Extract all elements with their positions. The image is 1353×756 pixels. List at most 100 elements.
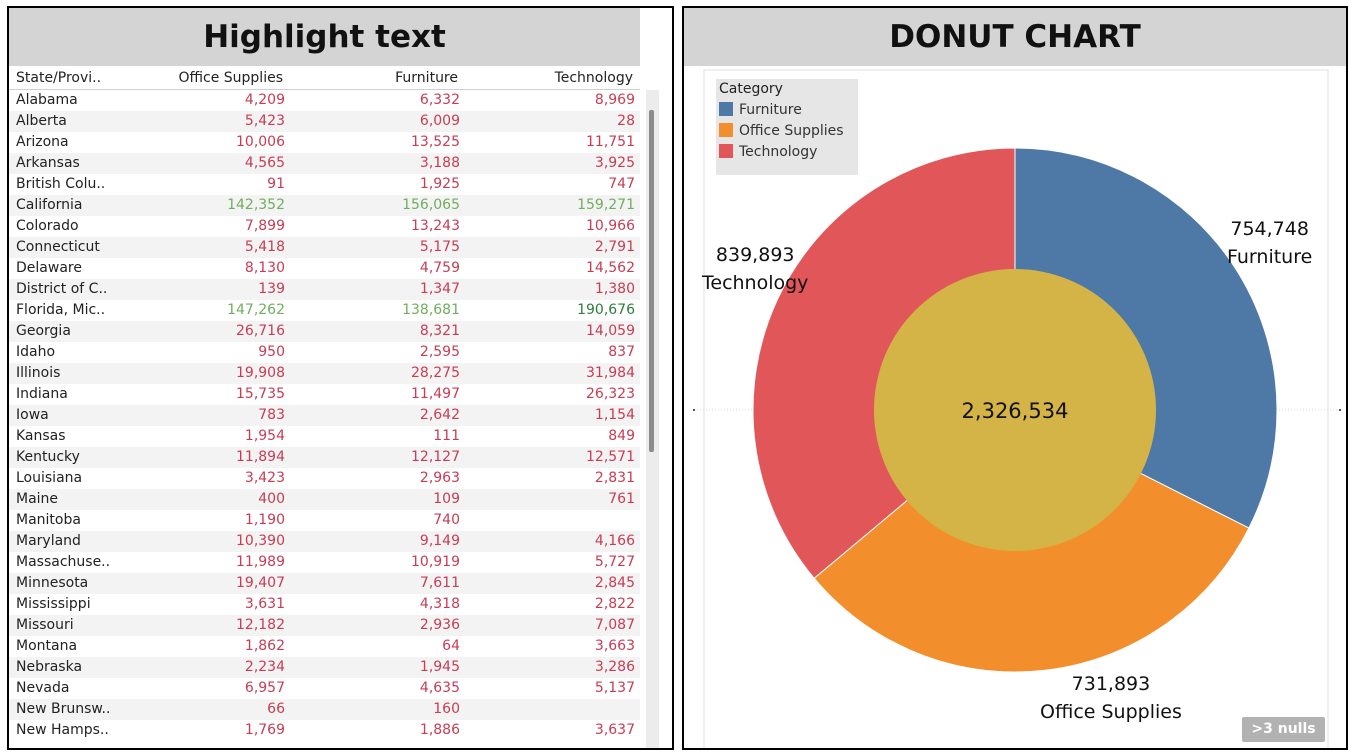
column-header-office-supplies[interactable]: Office Supplies <box>178 70 283 86</box>
table-row[interactable]: Alabama 4,209 6,332 8,969 <box>9 90 640 111</box>
furniture-cell: 1,886 <box>419 722 460 738</box>
legend-item-office-supplies[interactable]: Office Supplies <box>719 123 844 143</box>
table-row[interactable]: Nevada 6,957 4,635 5,137 <box>9 678 640 699</box>
technology-cell: 190,676 <box>577 302 635 318</box>
slice-value-technology: 839,893 <box>715 244 795 266</box>
office-supplies-cell: 26,716 <box>236 323 285 339</box>
office-supplies-cell: 1,769 <box>244 722 285 738</box>
table-row[interactable]: Massachuse.. 11,989 10,919 5,727 <box>9 552 640 573</box>
table-row[interactable]: Arizona 10,006 13,525 11,751 <box>9 132 640 153</box>
table-row[interactable]: Maine 400 109 761 <box>9 489 640 510</box>
table-row[interactable]: Illinois 19,908 28,275 31,984 <box>9 363 640 384</box>
state-cell: British Colu.. <box>16 176 106 192</box>
state-cell: Maryland <box>16 533 81 549</box>
slice-label-furniture: 754,748 Furniture <box>1227 215 1312 271</box>
office-supplies-cell: 1,862 <box>244 638 285 654</box>
legend-swatch <box>719 123 733 137</box>
column-header-furniture[interactable]: Furniture <box>395 70 458 86</box>
table-row[interactable]: Georgia 26,716 8,321 14,059 <box>9 321 640 342</box>
table-row[interactable]: Nebraska 2,234 1,945 3,286 <box>9 657 640 678</box>
donut-chart-panel: DONUT CHART 2,326,534 Category Furniture… <box>682 6 1348 750</box>
column-header-state[interactable]: State/Provi.. <box>16 70 102 86</box>
slice-category-office-supplies: Office Supplies <box>1040 701 1182 723</box>
office-supplies-cell: 10,006 <box>236 134 285 150</box>
table-scrollbar[interactable] <box>646 90 659 748</box>
table-row[interactable]: District of C.. 139 1,347 1,380 <box>9 279 640 300</box>
table-row[interactable]: Connecticut 5,418 5,175 2,791 <box>9 237 640 258</box>
legend: Category Furniture Office Supplies Technol… <box>716 79 858 175</box>
state-cell: Maine <box>16 491 59 507</box>
technology-cell: 10,966 <box>586 218 635 234</box>
office-supplies-cell: 400 <box>258 491 285 507</box>
table-row[interactable]: Louisiana 3,423 2,963 2,831 <box>9 468 640 489</box>
table-row[interactable]: Montana 1,862 64 3,663 <box>9 636 640 657</box>
furniture-cell: 2,642 <box>419 407 460 423</box>
legend-item-technology[interactable]: Technology <box>719 144 817 164</box>
table-row[interactable]: Missouri 12,182 2,936 7,087 <box>9 615 640 636</box>
technology-cell: 3,663 <box>594 638 635 654</box>
table-row[interactable]: Minnesota 19,407 7,611 2,845 <box>9 573 640 594</box>
legend-label: Office Supplies <box>739 123 844 139</box>
furniture-cell: 1,945 <box>419 659 460 675</box>
table-row[interactable]: Alberta 5,423 6,009 28 <box>9 111 640 132</box>
table-row[interactable]: Manitoba 1,190 740 <box>9 510 640 531</box>
state-cell: Alberta <box>16 113 67 129</box>
technology-cell: 2,845 <box>594 575 635 591</box>
state-cell: Minnesota <box>16 575 89 591</box>
table-row[interactable]: California 142,352 156,065 159,271 <box>9 195 640 216</box>
state-cell: Kansas <box>16 428 66 444</box>
table-row[interactable]: Maryland 10,390 9,149 4,166 <box>9 531 640 552</box>
technology-cell: 2,791 <box>594 239 635 255</box>
furniture-cell: 1,925 <box>419 176 460 192</box>
table-row[interactable]: British Colu.. 91 1,925 747 <box>9 174 640 195</box>
technology-cell: 12,571 <box>586 449 635 465</box>
technology-cell: 849 <box>608 428 635 444</box>
technology-cell: 2,822 <box>594 596 635 612</box>
table-row[interactable]: Kentucky 11,894 12,127 12,571 <box>9 447 640 468</box>
office-supplies-cell: 66 <box>267 701 285 717</box>
office-supplies-cell: 3,423 <box>244 470 285 486</box>
office-supplies-cell: 5,418 <box>244 239 285 255</box>
state-cell: New Hamps.. <box>16 722 109 738</box>
office-supplies-cell: 147,262 <box>227 302 285 318</box>
office-supplies-cell: 12,182 <box>236 617 285 633</box>
state-cell: California <box>16 197 83 213</box>
state-cell: New Brunsw.. <box>16 701 111 717</box>
table-row[interactable]: Kansas 1,954 111 849 <box>9 426 640 447</box>
state-cell: Idaho <box>16 344 56 360</box>
legend-item-furniture[interactable]: Furniture <box>719 102 802 122</box>
furniture-cell: 6,332 <box>419 92 460 108</box>
state-cell: Mississippi <box>16 596 91 612</box>
axis-tick <box>1339 409 1341 411</box>
table-row[interactable]: New Hamps.. 1,769 1,886 3,637 <box>9 720 640 741</box>
furniture-cell: 160 <box>433 701 460 717</box>
table-row[interactable]: Mississippi 3,631 4,318 2,822 <box>9 594 640 615</box>
legend-label: Furniture <box>739 102 802 118</box>
table-row[interactable]: Arkansas 4,565 3,188 3,925 <box>9 153 640 174</box>
scrollbar-thumb[interactable] <box>649 110 654 452</box>
nulls-indicator[interactable]: >3 nulls <box>1242 717 1325 742</box>
furniture-cell: 28,275 <box>411 365 460 381</box>
donut-chart: 2,326,534 <box>693 69 1341 748</box>
state-cell: Connecticut <box>16 239 100 255</box>
slice-value-office-supplies: 731,893 <box>1071 673 1151 695</box>
furniture-cell: 111 <box>433 428 460 444</box>
donut-center-circle[interactable] <box>874 269 1156 551</box>
table-row[interactable]: Idaho 950 2,595 837 <box>9 342 640 363</box>
table-body: Alabama 4,209 6,332 8,969 Alberta 5,423 6,009 2… <box>9 90 640 748</box>
table-row[interactable]: Indiana 15,735 11,497 26,323 <box>9 384 640 405</box>
table-row[interactable]: Colorado 7,899 13,243 10,966 <box>9 216 640 237</box>
slice-category-technology: Technology <box>702 272 809 294</box>
table-row[interactable]: New Brunsw.. 66 160 <box>9 699 640 720</box>
furniture-cell: 11,497 <box>411 386 460 402</box>
state-cell: Montana <box>16 638 78 654</box>
technology-cell: 5,727 <box>594 554 635 570</box>
column-header-technology[interactable]: Technology <box>554 70 633 86</box>
state-cell: Louisiana <box>16 470 83 486</box>
table-row[interactable]: Delaware 8,130 4,759 14,562 <box>9 258 640 279</box>
table-row[interactable]: Iowa 783 2,642 1,154 <box>9 405 640 426</box>
furniture-cell: 6,009 <box>419 113 460 129</box>
office-supplies-cell: 139 <box>258 281 285 297</box>
table-row[interactable]: Florida, Mic.. 147,262 138,681 190,676 <box>9 300 640 321</box>
slice-label-technology: 839,893 Technology <box>702 241 808 297</box>
